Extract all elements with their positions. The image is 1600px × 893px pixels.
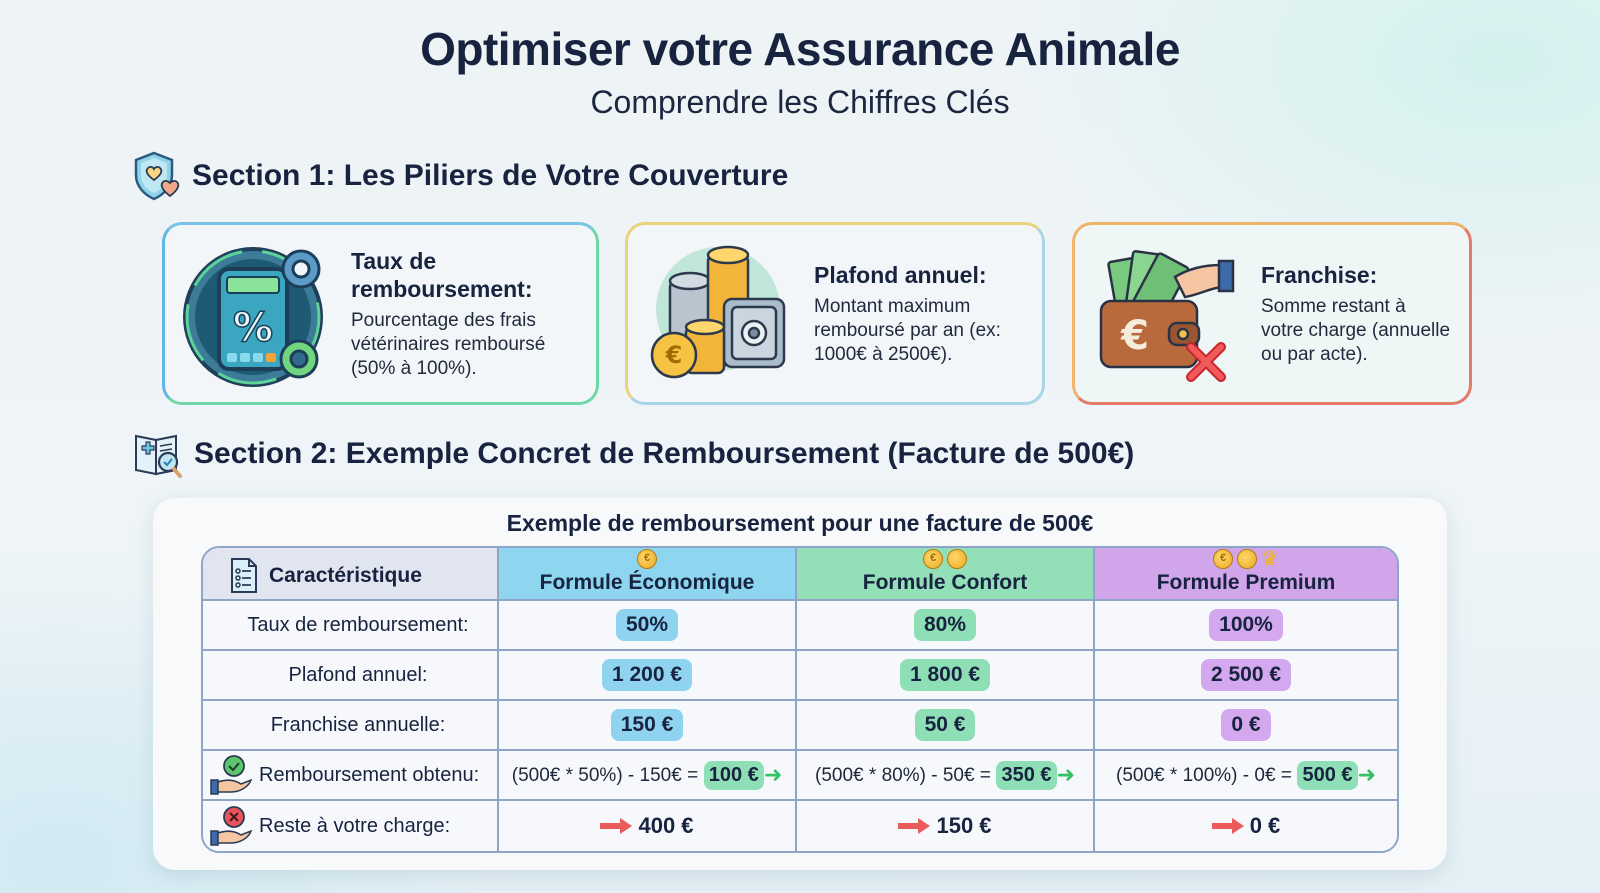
value-pill: 80% <box>913 609 977 641</box>
card-description: Somme restant à votre charge (annuelle o… <box>1261 295 1451 365</box>
card-title: Taux de remboursement: <box>351 247 533 302</box>
reimbursement-example-panel: Exemple de remboursement pour une factur… <box>153 498 1447 870</box>
formula-text: (500€ * 80%) - 50€ = <box>815 764 991 786</box>
cell-value: 400 € <box>499 801 797 851</box>
card-taux-remboursement: % Taux de remboursement: Pourcentage des… <box>162 222 599 405</box>
header-characteristic-label: Caractéristique <box>269 564 422 587</box>
row-label: Taux de remboursement: <box>203 601 499 651</box>
result-pill: 100 € <box>703 760 764 790</box>
row-label-cell: Reste à votre charge: <box>203 801 499 851</box>
table-row: Taux de remboursement: 50% 80% 100% <box>203 601 1397 651</box>
cell-value: 150 € <box>499 701 797 751</box>
result-pill: 500 € <box>1297 760 1358 790</box>
value-pill: 50 € <box>914 709 976 741</box>
euro-coin-icon: € <box>923 549 943 569</box>
table-row: Plafond annuel: 1 200 € 1 800 € 2 500 € <box>203 651 1397 701</box>
arrow-right-red-icon <box>600 818 633 834</box>
card-franchise: € Franchise: Somme restant à votre charg… <box>1072 222 1472 405</box>
cell-formula: (500€ * 50%) - 150€ = 100 € ➜ <box>499 751 797 801</box>
row-label: Plafond annuel: <box>203 651 499 701</box>
header-formule-confort: € Formule Confort <box>797 548 1095 601</box>
shield-hearts-icon <box>134 151 180 201</box>
euro-coin-icon: € <box>1213 549 1234 569</box>
crown-icon: ♛ <box>1261 548 1279 570</box>
hand-check-icon <box>210 755 253 795</box>
cell-value: 1 200 € <box>499 651 797 701</box>
value-pill: 100% <box>1209 609 1283 641</box>
card-title: Franchise: <box>1261 261 1378 288</box>
header-formule-economique: € Formule Économique <box>499 548 797 601</box>
coins-safe-icon: € <box>650 245 786 378</box>
hand-cross-icon <box>210 806 253 846</box>
value-pill: 1 800 € <box>899 659 991 691</box>
table-row-reste: Reste à votre charge: 400 € 150 € 0 € <box>203 801 1397 851</box>
calculator-percent-gears-icon: % <box>183 246 323 387</box>
cell-formula: (500€ * 80%) - 50€ = 350 € ➜ <box>797 751 1095 801</box>
table-row-remboursement: Remboursement obtenu: (500€ * 50%) - 150… <box>203 751 1397 801</box>
header-label: Formule Économique <box>539 571 755 594</box>
coin-icon <box>1237 549 1258 569</box>
book-magnifier-icon <box>135 434 182 478</box>
svg-text:€: € <box>665 341 683 369</box>
svg-text:€: € <box>1120 313 1149 359</box>
result-pill: 350 € <box>996 760 1057 790</box>
euro-coin-icon: € <box>637 549 657 569</box>
formula-text: (500€ * 100%) - 0€ = <box>1116 764 1292 786</box>
section-1-heading: Section 1: Les Piliers de Votre Couvertu… <box>130 150 788 202</box>
wallet-cross-icon: € <box>1099 249 1235 382</box>
card-description: Montant maximum remboursé par an (ex: 10… <box>814 295 1001 365</box>
cell-value: 1 800 € <box>797 651 1095 701</box>
comparison-table: Caractéristique € Formule Économique € F… <box>201 546 1399 853</box>
value-pill: 0 € <box>1221 709 1271 741</box>
formula-text: (500€ * 50%) - 150€ = <box>511 764 699 786</box>
reste-value: 400 € <box>638 813 694 838</box>
arrow-right-green-icon: ➜ <box>763 761 783 787</box>
section-2-title: Section 2: Exemple Concret de Remboursem… <box>194 437 1135 470</box>
cell-value: 50% <box>499 601 797 651</box>
page-subtitle: Comprendre les Chiffres Clés <box>590 84 1010 120</box>
row-label: Franchise annuelle: <box>203 701 499 751</box>
card-description: Pourcentage des frais vétérinaires rembo… <box>351 309 546 379</box>
cell-value: 50 € <box>797 701 1095 751</box>
coin-icon <box>947 549 967 569</box>
cell-value: 80% <box>797 601 1095 651</box>
cell-value: 100% <box>1095 601 1397 651</box>
section-2-heading: Section 2: Exemple Concret de Remboursem… <box>132 428 1134 480</box>
arrow-right-green-icon: ➜ <box>1056 761 1075 787</box>
arrow-right-red-icon <box>898 818 931 834</box>
reste-value: 0 € <box>1249 813 1281 838</box>
row-label: Reste à votre charge: <box>259 814 451 837</box>
cell-value: 2 500 € <box>1095 651 1397 701</box>
cell-value: 0 € <box>1095 701 1397 751</box>
value-pill: 50% <box>615 609 679 641</box>
row-label: Remboursement obtenu: <box>259 763 480 786</box>
checklist-document-icon <box>231 558 257 593</box>
reste-value: 150 € <box>936 813 992 838</box>
card-plafond-annuel: € Plafond annuel: Montant maximum rembou… <box>625 222 1045 405</box>
value-pill: 150 € <box>610 709 684 741</box>
svg-text:%: % <box>233 305 273 351</box>
arrow-right-red-icon <box>1211 818 1244 834</box>
header-characteristic: Caractéristique <box>203 548 499 601</box>
header-formule-premium: € ♛ Formule Premium <box>1095 548 1397 601</box>
cell-value: 0 € <box>1095 801 1397 851</box>
cell-formula: (500€ * 100%) - 0€ = 500 € ➜ <box>1095 751 1397 801</box>
table-caption: Exemple de remboursement pour une factur… <box>506 510 1094 536</box>
cell-value: 150 € <box>797 801 1095 851</box>
page-title: Optimiser votre Assurance Animale <box>420 23 1180 75</box>
value-pill: 2 500 € <box>1200 659 1292 691</box>
card-title: Plafond annuel: <box>814 261 987 288</box>
value-pill: 1 200 € <box>601 659 693 691</box>
table-header-row: Caractéristique € Formule Économique € F… <box>203 548 1397 601</box>
header-label: Formule Premium <box>1156 571 1336 594</box>
section-1-title: Section 1: Les Piliers de Votre Couvertu… <box>192 159 789 192</box>
table-row: Franchise annuelle: 150 € 50 € 0 € <box>203 701 1397 751</box>
arrow-right-green-icon: ➜ <box>1357 761 1376 787</box>
row-label-cell: Remboursement obtenu: <box>203 751 499 801</box>
header-label: Formule Confort <box>862 571 1028 594</box>
